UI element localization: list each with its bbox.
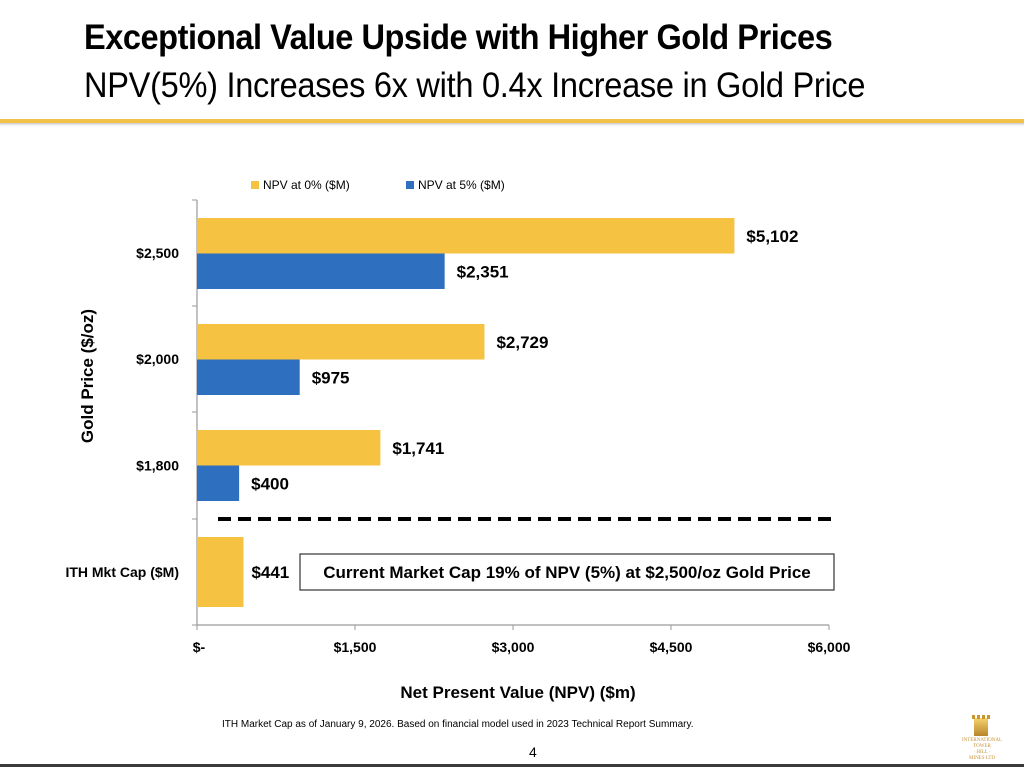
- data-label: $441: [251, 563, 289, 582]
- legend-label-npv-0: NPV at 0% ($M): [263, 178, 350, 192]
- x-axis-title: Net Present Value (NPV) ($m): [400, 683, 635, 702]
- category-label: $2,000: [136, 351, 179, 367]
- bar-npv-5: [197, 465, 240, 501]
- slide-title: Exceptional Value Upside with Higher Gol…: [84, 18, 833, 57]
- data-label: $400: [251, 474, 289, 493]
- bar-npv-0: [197, 430, 381, 466]
- data-label: $2,351: [457, 262, 509, 281]
- legend-swatch-npv-5: [406, 181, 414, 189]
- slide-subtitle: NPV(5%) Increases 6x with 0.4x Increase …: [84, 66, 866, 105]
- x-tick-label: $4,500: [650, 639, 693, 655]
- x-tick-label: $1,500: [334, 639, 377, 655]
- y-axis-title: Gold Price ($/oz): [78, 309, 97, 443]
- x-tick-label: $3,000: [492, 639, 535, 655]
- callout-box: [299, 553, 835, 591]
- legend-swatch-npv-0: [251, 181, 259, 189]
- logo-text: INTERNATIONAL TOWER · HILL · MINES LTD: [962, 738, 1002, 761]
- header-rule: [0, 119, 1024, 123]
- x-tick-label: $-: [193, 639, 206, 655]
- bar-market-cap: [197, 537, 244, 607]
- data-label: $1,741: [392, 439, 444, 458]
- x-tick-label: $6,000: [808, 639, 851, 655]
- bottom-bar: [0, 764, 1024, 767]
- page-number: 4: [529, 744, 537, 760]
- category-label: ITH Mkt Cap ($M): [65, 564, 179, 580]
- bar-npv-5: [197, 359, 300, 395]
- bar-npv-0: [197, 218, 735, 254]
- legend-label-npv-5: NPV at 5% ($M): [418, 178, 505, 192]
- data-label: $5,102: [746, 227, 798, 246]
- footnote: ITH Market Cap as of January 9, 2026. Ba…: [222, 719, 694, 730]
- header-rule-shadow: [0, 123, 1024, 126]
- bar-npv-5: [197, 253, 445, 289]
- data-label: $2,729: [496, 333, 548, 352]
- bar-npv-0: [197, 324, 485, 360]
- category-label: $1,800: [136, 458, 179, 474]
- company-logo: INTERNATIONAL TOWER · HILL · MINES LTD: [962, 715, 1002, 762]
- data-label: $975: [312, 368, 350, 387]
- callout-text: Current Market Cap 19% of NPV (5%) at $2…: [323, 563, 810, 582]
- category-label: $2,500: [136, 245, 179, 261]
- tower-icon: [972, 715, 990, 736]
